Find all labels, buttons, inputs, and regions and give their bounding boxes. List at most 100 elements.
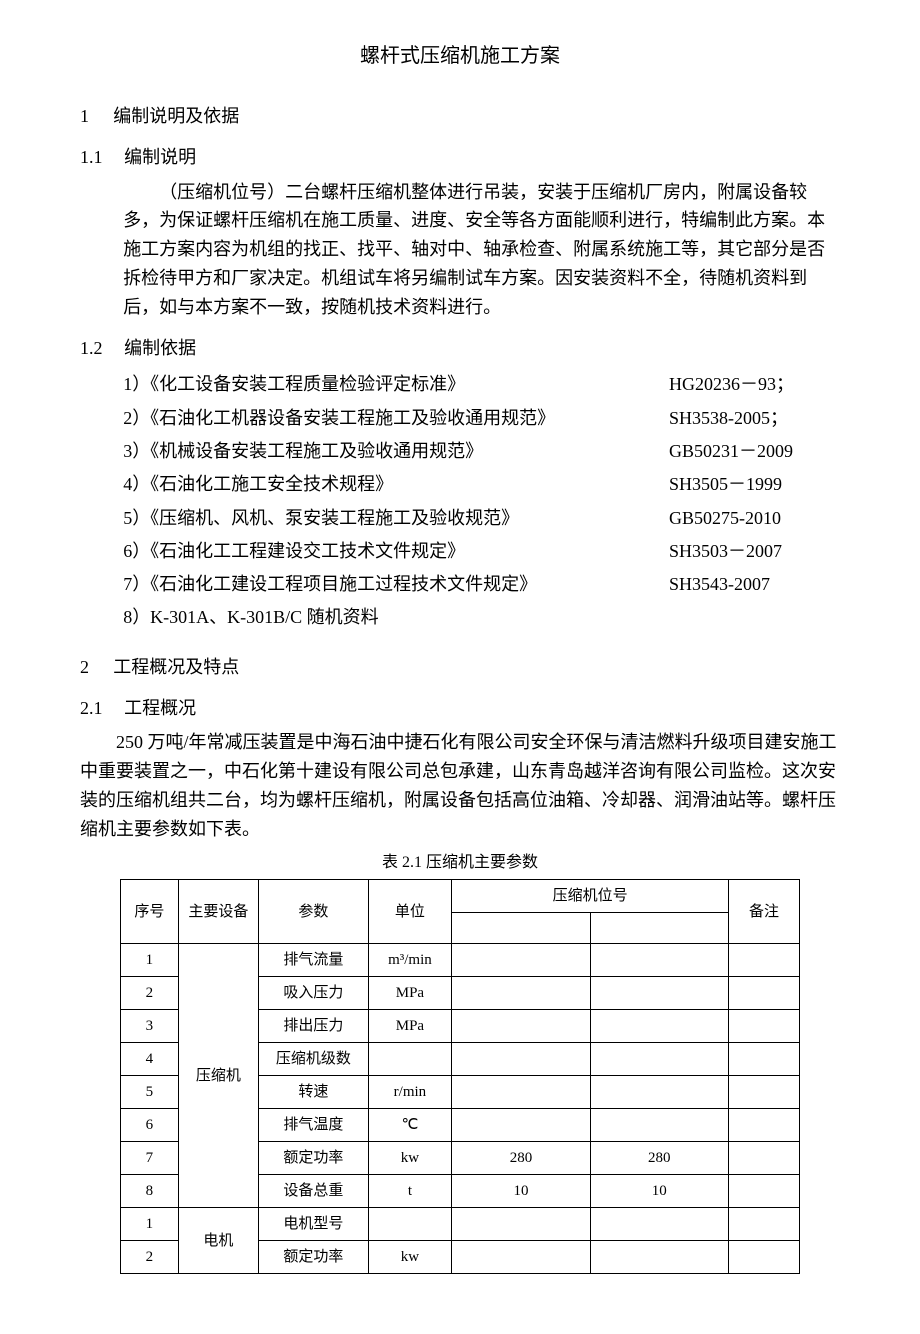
cell-value-2 xyxy=(590,1010,728,1043)
th-tag-group: 压缩机位号 xyxy=(452,880,729,913)
cell-note xyxy=(728,1142,799,1175)
cell-note xyxy=(728,1175,799,1208)
reference-item: 2）《石油化工机器设备安装工程施工及验收通用规范》SH3538-2005； xyxy=(123,402,840,435)
cell-index: 6 xyxy=(121,1109,179,1142)
cell-parameter: 电机型号 xyxy=(259,1208,368,1241)
cell-value-1 xyxy=(452,1241,590,1274)
reference-list: 1）《化工设备安装工程质量检验评定标准》HG20236－93；2）《石油化工机器… xyxy=(123,368,840,634)
cell-note xyxy=(728,944,799,977)
cell-parameter: 压缩机级数 xyxy=(259,1043,368,1076)
cell-parameter: 额定功率 xyxy=(259,1142,368,1175)
reference-name: 4）《石油化工施工安全技术规程》 xyxy=(123,468,669,501)
reference-code xyxy=(669,601,840,634)
cell-unit: kw xyxy=(368,1241,452,1274)
cell-parameter: 排出压力 xyxy=(259,1010,368,1043)
document-title: 螺杆式压缩机施工方案 xyxy=(80,40,840,72)
cell-value-2: 10 xyxy=(590,1175,728,1208)
section-2-1-num: 2.1 xyxy=(80,694,120,723)
cell-value-1 xyxy=(452,1208,590,1241)
cell-unit: MPa xyxy=(368,1010,452,1043)
th-equipment: 主要设备 xyxy=(178,880,259,944)
th-tag-1 xyxy=(452,913,590,944)
section-2-1-heading: 2.1 工程概况 xyxy=(80,694,840,723)
table-row: 1压缩机排气流量m³/min xyxy=(121,944,800,977)
reference-item: 5）《压缩机、风机、泵安装工程施工及验收规范》GB50275-2010 xyxy=(123,502,840,535)
th-unit: 单位 xyxy=(368,880,452,944)
cell-equipment: 电机 xyxy=(178,1208,259,1274)
cell-value-2 xyxy=(590,944,728,977)
th-index: 序号 xyxy=(121,880,179,944)
reference-name: 7）《石油化工建设工程项目施工过程技术文件规定》 xyxy=(123,568,669,601)
reference-item: 3）《机械设备安装工程施工及验收通用规范》GB50231－2009 xyxy=(123,435,840,468)
reference-code: SH3503－2007 xyxy=(669,535,840,568)
cell-value-1: 10 xyxy=(452,1175,590,1208)
cell-equipment: 压缩机 xyxy=(178,944,259,1208)
reference-name: 5）《压缩机、风机、泵安装工程施工及验收规范》 xyxy=(123,502,669,535)
cell-value-2 xyxy=(590,1241,728,1274)
th-parameter: 参数 xyxy=(259,880,368,944)
section-2-1-body: 250 万吨/年常减压装置是中海石油中捷石化有限公司安全环保与清洁燃料升级项目建… xyxy=(80,728,840,843)
cell-note xyxy=(728,1043,799,1076)
section-1-num: 1 xyxy=(80,102,109,131)
section-1-2-num: 1.2 xyxy=(80,334,120,363)
section-2-heading: 2 工程概况及特点 xyxy=(80,653,840,682)
section-1-2-label: 编制依据 xyxy=(124,338,196,358)
cell-note xyxy=(728,1010,799,1043)
compressor-params-table: 序号 主要设备 参数 单位 压缩机位号 备注 1压缩机排气流量m³/min2吸入… xyxy=(120,879,800,1274)
table-row: 1电机电机型号 xyxy=(121,1208,800,1241)
cell-value-2 xyxy=(590,1043,728,1076)
section-1-1-body: （压缩机位号）二台螺杆压缩机整体进行吊装，安装于压缩机厂房内，附属设备较多，为保… xyxy=(123,178,840,322)
cell-value-1 xyxy=(452,944,590,977)
cell-unit: t xyxy=(368,1175,452,1208)
cell-parameter: 设备总重 xyxy=(259,1175,368,1208)
reference-code: SH3505－1999 xyxy=(669,468,840,501)
cell-index: 2 xyxy=(121,977,179,1010)
cell-value-1 xyxy=(452,1076,590,1109)
cell-index: 2 xyxy=(121,1241,179,1274)
section-2-label: 工程概况及特点 xyxy=(113,657,239,677)
cell-index: 4 xyxy=(121,1043,179,1076)
cell-unit: m³/min xyxy=(368,944,452,977)
section-1-heading: 1 编制说明及依据 xyxy=(80,102,840,131)
reference-code: SH3538-2005； xyxy=(669,402,840,435)
cell-value-2 xyxy=(590,977,728,1010)
reference-code: HG20236－93； xyxy=(669,368,840,401)
cell-unit xyxy=(368,1043,452,1076)
cell-value-1 xyxy=(452,977,590,1010)
section-1-label: 编制说明及依据 xyxy=(113,106,239,126)
reference-code: GB50275-2010 xyxy=(669,502,840,535)
reference-item: 7）《石油化工建设工程项目施工过程技术文件规定》SH3543-2007 xyxy=(123,568,840,601)
th-note: 备注 xyxy=(728,880,799,944)
section-1-1-heading: 1.1 编制说明 xyxy=(80,143,840,172)
cell-unit: r/min xyxy=(368,1076,452,1109)
reference-name: 2）《石油化工机器设备安装工程施工及验收通用规范》 xyxy=(123,402,669,435)
section-1-1-label: 编制说明 xyxy=(124,147,196,167)
cell-note xyxy=(728,1208,799,1241)
cell-note xyxy=(728,977,799,1010)
cell-unit: kw xyxy=(368,1142,452,1175)
reference-name: 6）《石油化工工程建设交工技术文件规定》 xyxy=(123,535,669,568)
cell-index: 5 xyxy=(121,1076,179,1109)
cell-index: 8 xyxy=(121,1175,179,1208)
cell-unit: ℃ xyxy=(368,1109,452,1142)
cell-value-1 xyxy=(452,1109,590,1142)
cell-note xyxy=(728,1076,799,1109)
cell-note xyxy=(728,1109,799,1142)
reference-name: 3）《机械设备安装工程施工及验收通用规范》 xyxy=(123,435,669,468)
cell-parameter: 排气流量 xyxy=(259,944,368,977)
cell-index: 1 xyxy=(121,1208,179,1241)
table-caption: 表 2.1 压缩机主要参数 xyxy=(80,850,840,876)
cell-value-2 xyxy=(590,1076,728,1109)
cell-value-2 xyxy=(590,1208,728,1241)
section-2-1-label: 工程概况 xyxy=(124,698,196,718)
cell-value-1 xyxy=(452,1043,590,1076)
cell-value-2 xyxy=(590,1109,728,1142)
reference-name: 8）K-301A、K-301B/C 随机资料 xyxy=(123,601,669,634)
cell-index: 7 xyxy=(121,1142,179,1175)
section-2-num: 2 xyxy=(80,653,109,682)
reference-item: 4）《石油化工施工安全技术规程》SH3505－1999 xyxy=(123,468,840,501)
cell-parameter: 排气温度 xyxy=(259,1109,368,1142)
reference-code: SH3543-2007 xyxy=(669,568,840,601)
reference-item: 6）《石油化工工程建设交工技术文件规定》SH3503－2007 xyxy=(123,535,840,568)
reference-name: 1）《化工设备安装工程质量检验评定标准》 xyxy=(123,368,669,401)
